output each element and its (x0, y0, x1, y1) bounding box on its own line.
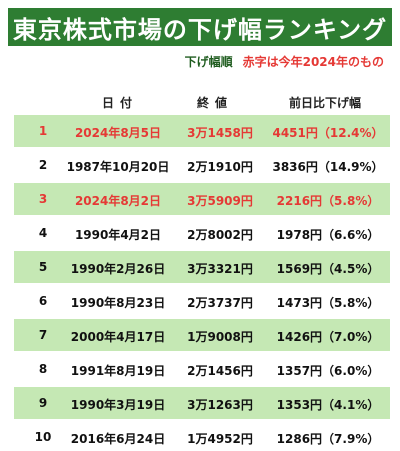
table-row: 2 1987年10月20日 2万1910円 3836円（14.9%） (14, 149, 390, 181)
table-row: 8 1991年8月19日 2万1456円 1357円（6.0%） (14, 353, 390, 385)
rank-cell: 9 (38, 396, 48, 410)
date-cell: 2000年4月17日 (70, 330, 166, 344)
date-cell: 1987年10月20日 (66, 160, 170, 174)
legend: 下げ幅順 赤字は今年2024年のもの (185, 52, 384, 70)
close-cell: 3万1263円 (187, 398, 253, 412)
date-cell: 1990年2月26日 (70, 262, 166, 276)
close-cell: 3万5909円 (187, 194, 253, 208)
drop-cell: 2216円（5.8%） (276, 194, 380, 208)
table-row: 3 2024年8月2日 3万5909円 2216円（5.8%） (14, 183, 390, 215)
table-row: 1 2024年8月5日 3万1458円 4451円（12.4%） (14, 115, 390, 147)
close-cell: 3万3321円 (187, 262, 253, 276)
rank-cell: 4 (38, 226, 48, 240)
legend-order-label: 下げ幅順 (184, 54, 233, 69)
page-title: 東京株式市場の下げ幅ランキング (8, 8, 392, 46)
rank-cell: 2 (38, 158, 48, 172)
rank-cell: 10 (34, 430, 52, 444)
table-row: 6 1990年8月23日 2万3737円 1473円（5.8%） (14, 285, 390, 317)
date-cell: 2024年8月2日 (74, 194, 162, 208)
table-row: 7 2000年4月17日 1万9008円 1426円（7.0%） (14, 319, 390, 351)
table-row: 5 1990年2月26日 3万3321円 1569円（4.5%） (14, 251, 390, 283)
column-header-date: 日付 (101, 96, 138, 110)
table-header: 日付 終値 前日比下げ幅 (0, 92, 400, 112)
date-cell: 1990年8月23日 (70, 296, 166, 310)
drop-cell: 1473円（5.8%） (276, 296, 380, 310)
rank-cell: 3 (38, 192, 48, 206)
table-row: 10 2016年6月24日 1万4952円 1286円（7.9%） (14, 421, 390, 451)
rank-cell: 8 (38, 362, 48, 376)
date-cell: 2016年6月24日 (70, 432, 166, 446)
column-header-close: 終値 (196, 96, 233, 110)
table-row: 9 1990年3月19日 3万1263円 1353円（4.1%） (14, 387, 390, 419)
drop-cell: 1569円（4.5%） (276, 262, 380, 276)
close-cell: 3万1458円 (187, 126, 253, 140)
ranking-table: 1 2024年8月5日 3万1458円 4451円（12.4%） 2 1987年… (14, 115, 390, 451)
date-cell: 2024年8月5日 (74, 126, 162, 140)
rank-cell: 5 (38, 260, 48, 274)
column-header-drop: 前日比下げ幅 (288, 96, 361, 110)
drop-cell: 1286円（7.9%） (276, 432, 380, 446)
table-row: 4 1990年4月2日 2万8002円 1978円（6.6%） (14, 217, 390, 249)
close-cell: 2万1456円 (187, 364, 253, 378)
drop-cell: 1978円（6.6%） (276, 228, 380, 242)
rank-cell: 6 (38, 294, 48, 308)
close-cell: 2万1910円 (187, 160, 253, 174)
drop-cell: 1353円（4.1%） (276, 398, 380, 412)
drop-cell: 1357円（6.0%） (276, 364, 380, 378)
legend-red-note: 赤字は今年2024年のもの (242, 54, 384, 69)
drop-cell: 1426円（7.0%） (276, 330, 380, 344)
drop-cell: 4451円（12.4%） (272, 126, 384, 140)
rank-cell: 1 (38, 124, 48, 138)
close-cell: 2万3737円 (187, 296, 253, 310)
drop-cell: 3836円（14.9%） (272, 160, 384, 174)
close-cell: 1万4952円 (187, 432, 253, 446)
close-cell: 1万9008円 (187, 330, 253, 344)
date-cell: 1990年3月19日 (70, 398, 166, 412)
date-cell: 1990年4月2日 (74, 228, 162, 242)
close-cell: 2万8002円 (187, 228, 253, 242)
rank-cell: 7 (38, 328, 48, 342)
date-cell: 1991年8月19日 (70, 364, 166, 378)
